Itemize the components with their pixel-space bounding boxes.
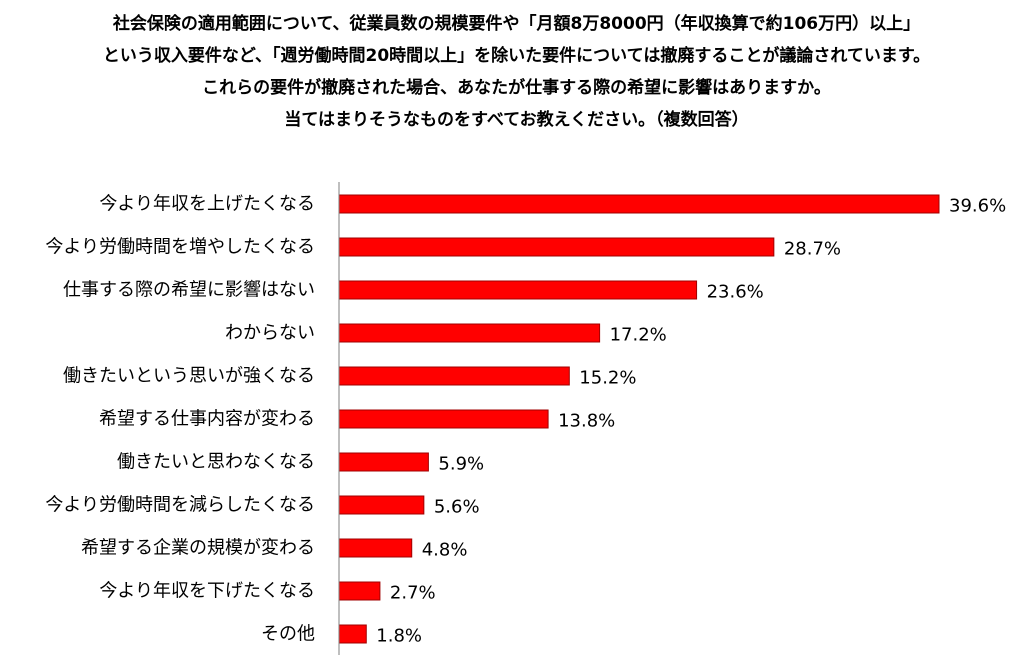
category-label: 今より年収を上げたくなる [99,194,315,215]
bar [338,624,367,644]
category-label: 働きたいという思いが強くなる [63,366,315,387]
value-label: 15.2% [579,368,636,389]
category-label: 仕事する際の希望に影響はない [63,280,315,301]
bar [338,366,570,386]
category-label: 希望する企業の規模が変わる [81,538,315,559]
question-line-2: という収入要件など、「週労働時間20時間以上」を除いた要件については撤廃すること… [102,46,931,66]
value-label: 2.7% [390,583,436,604]
value-label: 28.7% [784,239,841,260]
question-text: 社会保険の適用範囲について、従業員数の規模要件や「月額8万8000円（年収換算で… [0,8,1033,136]
question-line-3: これらの要件が撤廃された場合、あなたが仕事する際の希望に影響はありますか。 [202,78,831,98]
value-label: 4.8% [422,540,468,561]
bar [338,237,775,257]
value-label: 17.2% [610,325,667,346]
bar [338,409,549,429]
category-label: 希望する仕事内容が変わる [99,409,315,430]
bar [338,452,429,472]
question-line-4: 当てはまりそうなものをすべてお教えください。（複数回答） [284,110,749,130]
value-label: 5.6% [434,497,480,518]
category-label: 今より労働時間を減らしたくなる [45,495,315,516]
value-label: 13.8% [558,411,615,432]
value-label: 39.6% [949,196,1006,217]
value-label: 23.6% [707,282,764,303]
bar [338,194,940,214]
bar [338,280,698,300]
bar [338,581,381,601]
bar [338,538,413,558]
question-line-1: 社会保険の適用範囲について、従業員数の規模要件や「月額8万8000円（年収換算で… [112,14,921,34]
category-label: その他 [261,624,315,645]
bar [338,495,425,515]
value-label: 5.9% [438,454,484,475]
category-label: 今より年収を下げたくなる [99,581,315,602]
category-label: わからない [225,323,315,344]
category-label: 働きたいと思わなくなる [117,452,315,473]
value-label: 1.8% [376,626,422,647]
category-label: 今より労働時間を増やしたくなる [45,237,315,258]
bar [338,323,601,343]
